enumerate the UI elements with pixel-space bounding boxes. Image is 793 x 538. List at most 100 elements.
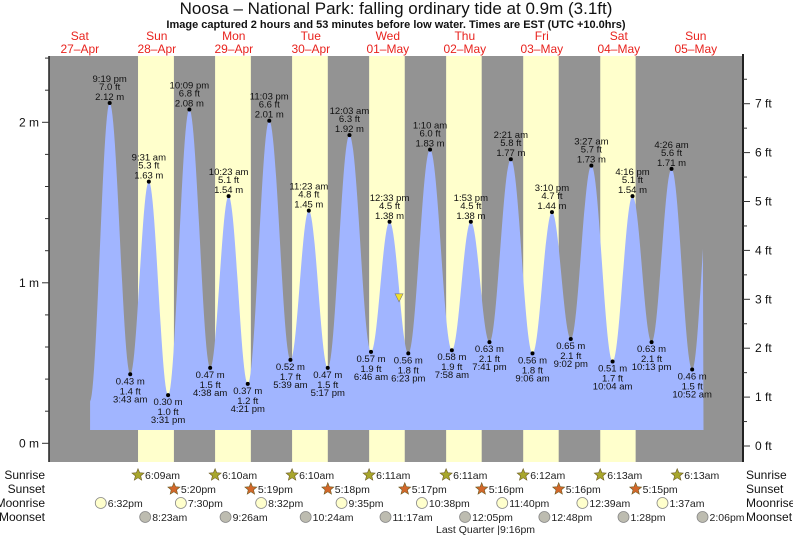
right-tick-label: 4 ft (755, 243, 772, 257)
day-date: 29–Apr (214, 42, 253, 56)
astro-rows: Sunrise Sunrise 6:09am 6:10am 6:10am 6:11am 6:… (0, 467, 793, 524)
moonset-time: 10:24am (313, 512, 354, 524)
high-tide-height-ft: 6.3 ft (339, 114, 360, 125)
moonset-time: 2:06pm (710, 512, 745, 524)
high-tide-point (428, 147, 433, 152)
low-tide-height-ft: 1.0 ft (158, 407, 179, 418)
low-tide-time: 10:04 am (593, 381, 633, 392)
sunrise-star-icon (285, 467, 299, 481)
day-date: 01–May (366, 42, 409, 56)
moonset-time: 1:28pm (631, 512, 666, 524)
right-tick-label: 5 ft (755, 195, 772, 209)
sunset-star-icon (167, 481, 181, 495)
low-tide-point (487, 340, 492, 345)
low-tide-height-m: 0.57 m (356, 354, 385, 365)
sunrise-star-icon (439, 467, 453, 481)
day-weekday: Fri (535, 29, 549, 43)
sunrise-star-icon (593, 467, 607, 481)
sunset-star-icon (628, 481, 643, 495)
sunset-row-label-left: Sunset (8, 482, 46, 496)
low-tide-height-ft: 1.5 ft (682, 381, 703, 392)
high-tide-height-m: 1.63 m (134, 171, 163, 182)
day-date: 03–May (520, 42, 563, 56)
sunset-time: 5:15pm (643, 484, 678, 496)
moonset-time: 12:05pm (472, 512, 513, 524)
high-tide-point (187, 107, 192, 112)
right-tick-label: 0 ft (755, 439, 772, 453)
low-tide-height-ft: 1.4 ft (120, 386, 141, 397)
sunset-time: 5:18pm (335, 484, 370, 496)
moonrise-time: 8:32pm (268, 498, 303, 510)
moonset-moon-icon (219, 511, 232, 523)
sunrise-star-icon (362, 467, 376, 481)
high-tide-height-m: 1.38 m (375, 211, 404, 222)
sunrise-time: 6:11am (453, 470, 487, 482)
high-tide-height-m: 2.08 m (175, 98, 204, 109)
low-tide-point (568, 336, 573, 341)
low-tide-point (530, 351, 535, 356)
low-tide-height-ft: 1.8 ft (522, 365, 543, 376)
day-date: 02–May (443, 42, 486, 56)
low-tide-time: 3:31 pm (151, 415, 185, 426)
moonrise-moon-icon (335, 497, 348, 509)
high-tide-height-ft: 6.6 ft (259, 100, 280, 111)
sunrise-row-label-left: Sunrise (4, 468, 45, 482)
plot-area (49, 56, 743, 462)
current-tide-marker (394, 293, 404, 303)
right-tick-label: 7 ft (755, 97, 772, 111)
high-tide-time: 11:23 am (289, 182, 328, 193)
low-tide-height-ft: 1.5 ft (200, 380, 221, 391)
day-weekday: Sun (685, 29, 706, 43)
high-tide-time: 3:27 am (574, 137, 608, 148)
right-tick-label: 2 ft (755, 341, 772, 355)
sunset-star-icon (398, 481, 412, 495)
low-tide-point (288, 357, 293, 362)
tide-labels: 9:19 pm7.0 ft2.12 m 0.43 m1.4 ft3:43 am 9:… (93, 74, 713, 426)
sunrise-time: 6:09am (145, 470, 180, 482)
sunrise-time: 6:13am (607, 470, 642, 482)
low-tide-time: 6:46 am (354, 372, 388, 383)
moonset-moon-icon (379, 511, 392, 523)
low-tide-time: 3:43 am (113, 394, 147, 405)
right-tick-label: 6 ft (755, 146, 772, 160)
sunrise-star-icon (208, 467, 222, 481)
low-tide-height-ft: 1.9 ft (360, 364, 381, 375)
low-tide-point (690, 367, 695, 372)
sunrise-time: 6:13am (684, 470, 719, 482)
left-tick-label: 2 m (19, 115, 39, 129)
moonrise-moon-icon (576, 497, 589, 509)
sunset-time: 5:16pm (489, 484, 524, 496)
sunrise-time: 6:10am (299, 470, 334, 482)
low-tide-height-m: 0.63 m (475, 344, 504, 355)
high-tide-point (306, 208, 311, 213)
moonset-moon-icon (617, 511, 630, 523)
day-weekday: Tue (301, 29, 322, 43)
high-tide-height-m: 1.45 m (294, 200, 323, 211)
high-tide-height-m: 1.54 m (214, 185, 243, 196)
moonset-time: 12:48pm (551, 512, 592, 524)
high-tide-height-ft: 4.5 ft (379, 201, 400, 212)
low-tide-time: 5:39 am (273, 380, 307, 391)
high-tide-height-ft: 7.0 ft (99, 82, 120, 93)
low-tide-point (369, 349, 374, 354)
sunrise-star-icon (131, 467, 145, 481)
day-date: 30–Apr (291, 42, 330, 56)
moonset-row-label-right: Moonset (746, 510, 793, 524)
high-tide-time: 10:09 pm (170, 80, 210, 91)
low-tide-height-m: 0.51 m (598, 363, 627, 374)
high-tide-height-m: 1.77 m (496, 148, 525, 159)
low-tide-height-m: 0.52 m (276, 362, 305, 373)
day-date: 05–May (674, 42, 717, 56)
low-tide-height-m: 0.63 m (637, 344, 666, 355)
low-tide-height-m: 0.47 m (196, 370, 225, 381)
low-tide-point (449, 348, 454, 353)
moonrise-moon-icon (255, 497, 268, 509)
high-tide-time: 4:26 am (654, 140, 688, 151)
low-tide-height-ft: 1.2 ft (237, 396, 258, 407)
low-tide-point (325, 365, 330, 370)
high-tide-point (107, 101, 112, 106)
moonrise-time: 9:35pm (349, 498, 384, 510)
high-tide-point (549, 210, 554, 215)
high-tide-height-m: 1.73 m (577, 155, 606, 166)
